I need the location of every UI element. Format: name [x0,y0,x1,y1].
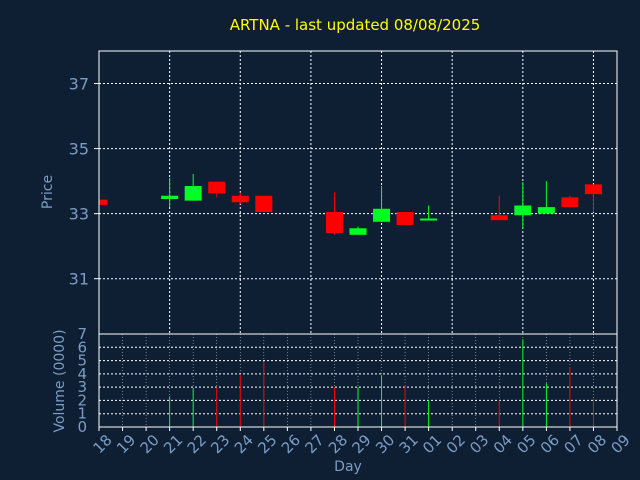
candle-25 [255,195,273,213]
price-y-tick-labels: 31 33 35 37 [69,75,99,289]
candle-21 [161,177,179,208]
candle-body [420,218,438,221]
candle-31 [396,212,414,226]
chart-title: ARTNA - last updated 08/08/2025 [230,16,481,34]
candle-29 [349,226,367,235]
volume-y-tick-label: 4 [77,365,87,383]
volume-grid [99,334,617,427]
candle-06 [537,181,555,214]
volume-y-tick-label: 3 [77,378,87,396]
candle-body [231,195,249,203]
price-y-tick-label: 37 [69,75,89,94]
candle-01 [420,205,438,221]
candle-08 [584,184,602,213]
price-y-tick-label: 33 [69,205,89,224]
volume-series [98,339,594,427]
volume-y-tick-label: 6 [77,338,87,356]
candle-body [537,207,555,214]
x-axis-label: Day [334,459,362,475]
candle-body [161,195,179,200]
price-axis-label: Price [40,175,56,209]
volume-axis-label: Volume (0000) [52,329,68,432]
price-y-tick-label: 31 [69,270,89,289]
candle-22 [184,173,202,201]
candlestick-series [98,173,602,235]
candle-body [208,181,226,194]
candle-23 [208,181,226,198]
candle-24 [231,192,249,204]
candle-04 [490,195,508,221]
candle-body [99,199,108,205]
volume-y-tick-label: 2 [77,391,87,409]
volume-y-tick-label: 5 [77,352,87,370]
candle-body [255,195,273,213]
candle-28 [325,192,343,235]
candle-body [561,197,579,208]
candle-body [490,215,508,221]
volume-y-tick-label: 1 [77,405,87,423]
candle-body [584,184,602,195]
candle-18 [98,199,108,205]
candle-30 [373,185,391,222]
candle-body [514,205,532,216]
candle-07 [561,195,579,208]
volume-y-tick-label: 7 [77,325,87,343]
candle-body [349,228,367,235]
candle-body [396,212,414,226]
price-y-tick-label: 35 [69,140,89,159]
candle-body [373,208,391,222]
candle-body [184,185,202,201]
candle-05 [514,182,532,229]
candle-body [325,212,343,234]
volume-y-tick-label: 0 [77,418,87,436]
